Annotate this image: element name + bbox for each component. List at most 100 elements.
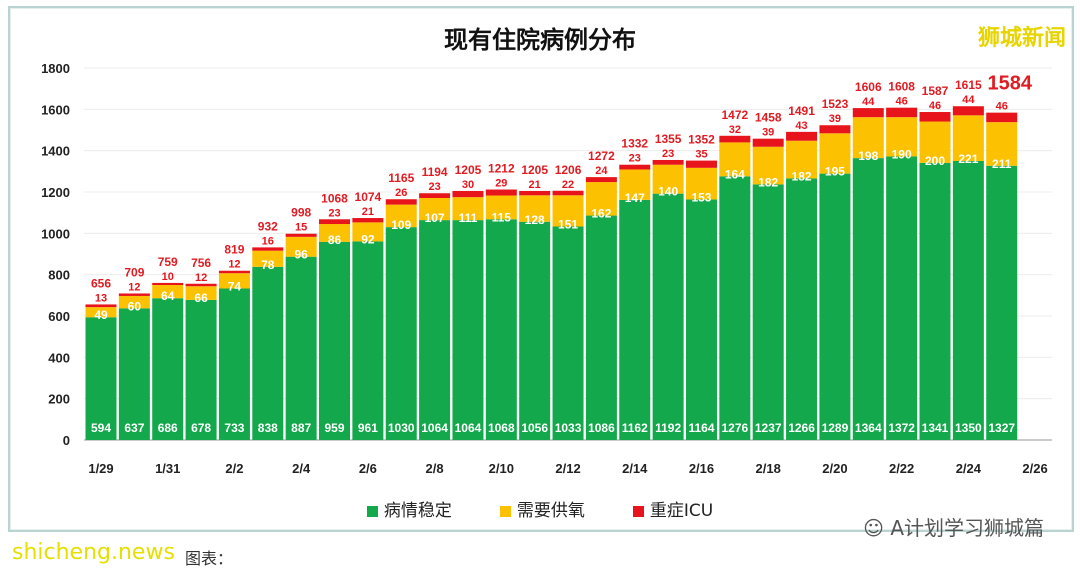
data-label: 733 (224, 421, 244, 435)
data-label: 60 (128, 299, 142, 313)
x-tick-label: 2/4 (292, 461, 311, 476)
data-label: 200 (925, 154, 945, 168)
legend-swatch (366, 505, 378, 517)
data-label: 10 (162, 271, 174, 283)
wechat-icon: ☺ (863, 516, 891, 540)
data-label: 1364 (855, 421, 882, 435)
total-label: 709 (124, 265, 144, 279)
y-tick-label: 0 (63, 433, 70, 448)
bar-segment (152, 285, 184, 299)
bar-segment (285, 256, 317, 440)
bar-segment (819, 173, 851, 440)
watermark-bottom-right: ☺ A计划学习狮城篇 (863, 512, 1044, 541)
watermark-top-right: 狮城新闻 (977, 26, 1066, 51)
bar-segment (552, 190, 584, 196)
bar-segment (252, 266, 284, 440)
bar-segment (719, 142, 751, 177)
legend-item-oxygen: 需要供氧 (499, 496, 585, 521)
bar-segment (719, 176, 751, 440)
bar-segment (552, 195, 584, 227)
bar-segment (285, 236, 317, 257)
bar-segment (352, 218, 384, 223)
bar-segment (85, 307, 117, 318)
watermark-text: A计划学习狮城篇 (890, 516, 1044, 540)
total-label: 1332 (621, 137, 648, 151)
total-label: 1606 (855, 80, 882, 94)
total-label: 1194 (422, 165, 448, 179)
data-label: 43 (795, 120, 807, 132)
data-label: 44 (862, 96, 875, 108)
data-label: 678 (191, 421, 211, 435)
bar-segment (152, 298, 184, 440)
bar-segment (452, 190, 484, 198)
data-label: 1350 (955, 421, 982, 435)
bar-segment (185, 299, 217, 440)
data-label: 13 (95, 292, 107, 304)
data-label: 1056 (521, 421, 548, 435)
bar-segment (452, 220, 484, 440)
legend-label: 需要供氧 (516, 501, 585, 521)
bar-segment (585, 177, 617, 183)
y-tick-label: 200 (48, 392, 70, 407)
bar-segment (852, 108, 884, 118)
bar-segment (886, 156, 918, 440)
total-label: 1205 (455, 163, 482, 177)
bar-segment (919, 162, 951, 441)
bar-segment (385, 227, 417, 440)
bar-segment (218, 270, 250, 274)
data-label: 1372 (888, 421, 915, 435)
bar-segment (852, 117, 884, 159)
data-label: 594 (91, 421, 111, 435)
bar-segment (752, 146, 784, 185)
bar-segment (652, 193, 684, 440)
data-label: 111 (459, 211, 478, 225)
data-label: 12 (128, 281, 140, 293)
data-label: 637 (124, 421, 144, 435)
data-label: 39 (762, 127, 774, 139)
total-label: 1205 (521, 163, 548, 177)
bar-segment (452, 197, 484, 221)
bar-segment (285, 233, 317, 237)
bar-segment (519, 190, 551, 196)
data-label: 1276 (721, 421, 748, 435)
bar-segment (952, 161, 984, 440)
data-label: 686 (158, 421, 178, 435)
data-label: 16 (262, 235, 274, 247)
y-tick-label: 1400 (41, 144, 70, 159)
x-tick-label: 2/12 (555, 461, 580, 476)
legend-swatch (499, 505, 511, 517)
data-label: 109 (391, 218, 411, 232)
total-label: 1584 (987, 73, 1032, 95)
bar-segment (519, 195, 551, 222)
data-label: 1030 (388, 421, 415, 435)
data-label: 21 (362, 206, 374, 218)
x-tick-label: 2/22 (889, 461, 914, 476)
x-tick-label: 2/2 (225, 461, 243, 476)
bar-segment (118, 308, 150, 440)
total-label: 932 (258, 219, 278, 233)
data-label: 32 (729, 124, 741, 136)
total-label: 1352 (688, 133, 715, 147)
data-label: 92 (361, 232, 375, 246)
data-label: 1289 (822, 421, 849, 435)
data-label: 1068 (488, 421, 515, 435)
bar-segment (786, 131, 818, 141)
data-label: 23 (428, 181, 440, 193)
total-label: 1212 (488, 162, 515, 176)
data-label: 190 (892, 147, 912, 161)
bar-segment (752, 138, 784, 147)
bar-segment (886, 107, 918, 118)
bar-segment (419, 197, 451, 221)
data-label: 1237 (755, 421, 782, 435)
data-label: 74 (228, 280, 242, 294)
data-label: 29 (495, 178, 507, 190)
data-label: 961 (358, 421, 378, 435)
total-label: 1206 (555, 163, 582, 177)
data-label: 26 (395, 187, 407, 199)
total-label: 998 (291, 206, 311, 220)
data-label: 1086 (588, 421, 615, 435)
bar-segment (485, 219, 517, 440)
bar-segment (118, 295, 150, 309)
data-label: 1192 (655, 421, 681, 435)
